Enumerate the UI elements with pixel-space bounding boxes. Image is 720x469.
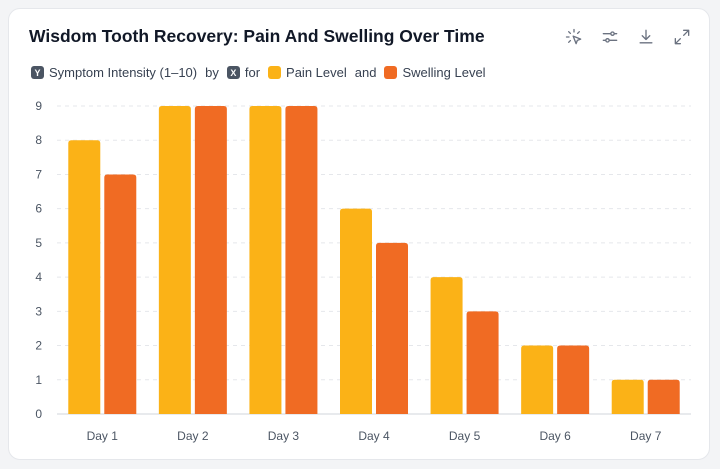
- x-tick-label: Day 3: [268, 429, 300, 443]
- bar-pain-level: [340, 208, 372, 414]
- bar-swelling-level: [466, 311, 499, 414]
- bar-pain-level: [158, 106, 191, 414]
- x-tick-label: Day 2: [177, 429, 209, 443]
- chart-card: Wisdom Tooth Recovery: Pain And Swelling…: [8, 8, 710, 460]
- chart-toolbar: [559, 23, 697, 51]
- bar-pain-level: [68, 140, 101, 414]
- legend-label-pain[interactable]: Pain Level: [286, 65, 347, 80]
- x-axis-chip: X: [226, 66, 240, 79]
- y-tick-label: 5: [35, 236, 42, 250]
- legend-for-text: for: [244, 65, 261, 80]
- y-tick-label: 2: [35, 339, 42, 353]
- bar-swelling-level: [557, 345, 590, 414]
- y-tick-label: 8: [35, 133, 42, 147]
- y-tick-label: 7: [35, 167, 42, 181]
- legend-and-text: and: [354, 65, 377, 80]
- y-axis-label: Symptom Intensity (1–10): [49, 65, 198, 80]
- legend-swatch-swelling: [384, 66, 398, 79]
- bar-swelling-level: [104, 174, 137, 414]
- magic-pointer-icon[interactable]: [559, 23, 589, 51]
- bar-pain-level: [430, 277, 463, 414]
- expand-icon[interactable]: [667, 23, 697, 51]
- bar-swelling-level: [285, 106, 318, 414]
- download-icon[interactable]: [631, 23, 661, 51]
- bar-pain-level: [521, 345, 554, 414]
- legend-by-text: by: [205, 65, 219, 80]
- y-tick-label: 1: [35, 373, 42, 387]
- y-axis-chip: Y: [31, 66, 44, 79]
- sliders-icon[interactable]: [595, 23, 625, 51]
- y-tick-label: 3: [35, 304, 42, 318]
- legend-swatch-pain: [268, 66, 282, 79]
- bar-pain-level: [249, 106, 282, 414]
- y-tick-label: 6: [35, 202, 42, 216]
- x-tick-label: Day 6: [539, 429, 571, 443]
- x-tick-label: Day 5: [449, 429, 481, 443]
- y-tick-label: 4: [35, 270, 42, 284]
- x-tick-label: Day 4: [358, 429, 390, 443]
- chart-title: Wisdom Tooth Recovery: Pain And Swelling…: [29, 26, 485, 46]
- bar-pain-level: [611, 379, 644, 414]
- x-tick-label: Day 7: [630, 429, 662, 443]
- bar-chart: 0 1 2 3 4 5 6 7 8 9 Day 1 Day 2 Day 3 Day 4 Day 5 Day 6…: [35, 99, 691, 443]
- legend-label-swelling[interactable]: Swelling Level: [402, 65, 486, 80]
- y-tick-label: 0: [35, 407, 42, 421]
- bar-swelling-level: [647, 379, 680, 414]
- bar-swelling-level: [194, 106, 227, 414]
- x-tick-label: Day 1: [87, 429, 119, 443]
- bar-swelling-level: [376, 242, 408, 414]
- y-tick-label: 9: [35, 99, 42, 113]
- chart-legend: Y Symptom Intensity (1–10) by X for Pain…: [31, 65, 486, 80]
